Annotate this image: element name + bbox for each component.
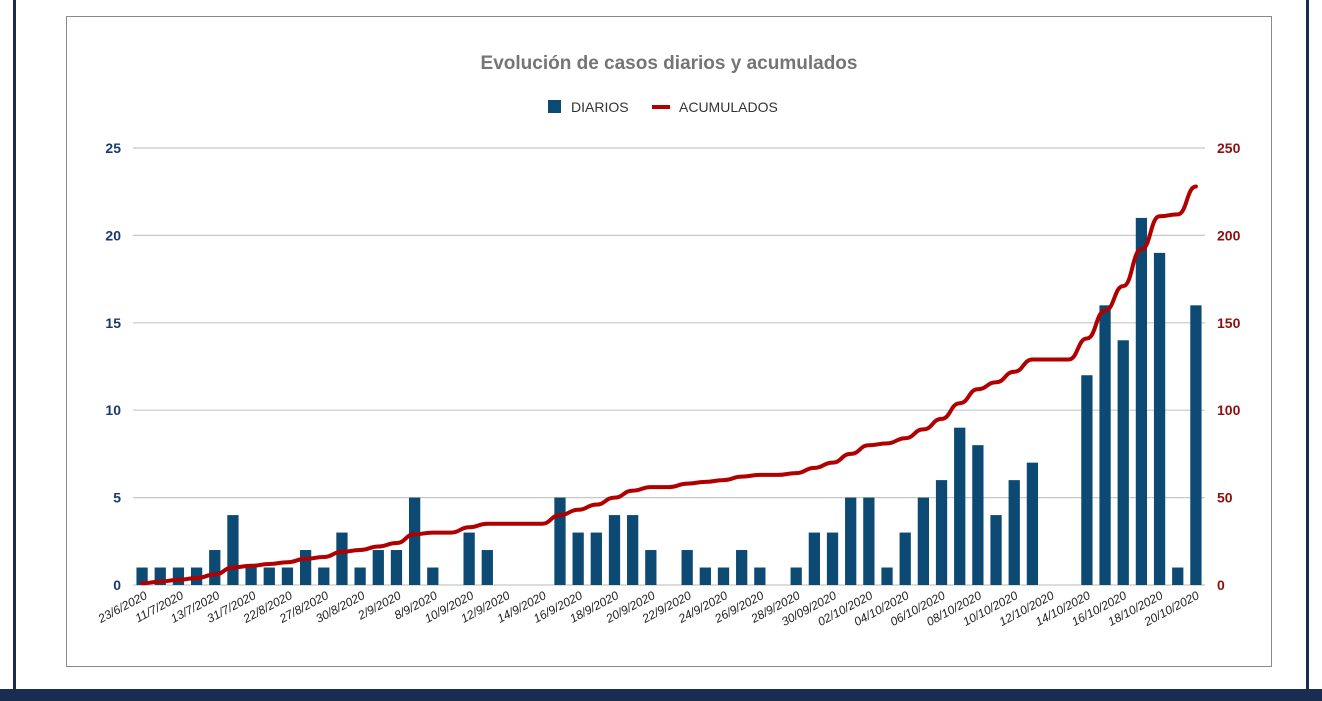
y-left-tick-label: 25 <box>105 140 121 156</box>
legend: DIARIOS ACUMULADOS <box>548 99 778 115</box>
bar-diarios <box>990 515 1002 585</box>
y-axis-right: 0 50 100 150 200 250 <box>1217 140 1241 593</box>
bar-diarios <box>627 515 639 585</box>
y-right-tick-label: 0 <box>1217 577 1225 593</box>
bar-diarios <box>336 532 348 585</box>
bar-diarios <box>1117 340 1129 585</box>
y-left-tick-label: 5 <box>113 490 121 506</box>
bar-diarios <box>463 532 475 585</box>
bar-diarios <box>845 497 857 585</box>
legend-label-acumulados: ACUMULADOS <box>679 99 778 115</box>
bar-diarios <box>245 567 257 585</box>
page-frame-bottom <box>0 689 1322 701</box>
y-right-tick-label: 250 <box>1217 140 1241 156</box>
y-axis-left: 0 5 10 15 20 25 <box>105 140 121 593</box>
y-left-tick-label: 20 <box>105 227 121 243</box>
bar-diarios <box>1135 217 1148 586</box>
bar-diarios <box>681 550 693 585</box>
bar-diarios <box>209 550 221 585</box>
bar-diarios <box>790 567 802 585</box>
page-frame-right <box>1306 0 1322 701</box>
bar-diarios <box>1026 462 1039 585</box>
y-right-tick-label: 50 <box>1217 490 1233 506</box>
bar-diarios <box>172 567 185 585</box>
y-left-tick-label: 10 <box>105 402 121 418</box>
bar-diarios <box>227 515 239 585</box>
bar-diarios <box>1153 252 1166 585</box>
bar-diarios <box>954 427 966 585</box>
bar-diarios <box>972 445 984 585</box>
bar-diarios <box>154 567 166 585</box>
bar-diarios <box>899 532 911 585</box>
line-acumulados <box>140 184 1198 586</box>
x-axis-labels: 23/6/202011/7/202013/7/202031/7/202022/8… <box>95 588 1202 629</box>
bar-diarios <box>390 550 403 585</box>
bar-diarios <box>808 532 820 585</box>
y-left-tick-label: 0 <box>113 577 121 593</box>
bar-diarios <box>590 532 602 585</box>
bar-diarios <box>608 515 621 585</box>
bar-diarios <box>736 550 748 585</box>
bar-diarios <box>881 567 893 585</box>
y-right-tick-label: 200 <box>1217 227 1241 243</box>
bar-diarios <box>1172 567 1184 585</box>
bar-diarios <box>826 532 839 585</box>
bar-diarios <box>427 567 439 585</box>
bar-diarios <box>281 567 294 585</box>
bar-diarios <box>299 550 312 585</box>
bar-diarios <box>372 550 384 585</box>
bar-diarios <box>136 567 148 585</box>
bar-diarios <box>863 497 875 585</box>
bar-diarios <box>917 497 930 585</box>
bar-diarios <box>1081 375 1093 585</box>
bar-diarios <box>354 567 366 585</box>
gridlines <box>133 147 1205 586</box>
page-frame-left <box>0 0 16 701</box>
bar-diarios <box>408 497 421 585</box>
bar-diarios <box>572 532 584 585</box>
y-right-tick-label: 150 <box>1217 315 1241 331</box>
bar-diarios <box>263 567 275 585</box>
bar-diarios <box>1190 305 1202 585</box>
bars-diarios <box>136 217 1202 586</box>
bar-diarios <box>481 550 493 585</box>
bar-diarios <box>1099 305 1111 585</box>
bar-diarios <box>717 567 730 585</box>
legend-label-diarios: DIARIOS <box>571 99 629 115</box>
y-right-tick-label: 100 <box>1217 402 1241 418</box>
bar-diarios <box>699 567 711 585</box>
chart-container <box>66 16 1272 667</box>
bar-diarios <box>754 567 766 585</box>
chart-title: Evolución de casos diarios y acumulados <box>481 53 858 74</box>
y-left-tick-label: 15 <box>105 315 121 331</box>
bar-diarios <box>645 550 657 585</box>
bar-diarios <box>554 497 566 585</box>
bar-diarios <box>318 567 330 585</box>
bar-diarios <box>935 480 948 585</box>
bar-diarios <box>1008 480 1020 585</box>
legend-swatch-diarios <box>548 100 561 113</box>
